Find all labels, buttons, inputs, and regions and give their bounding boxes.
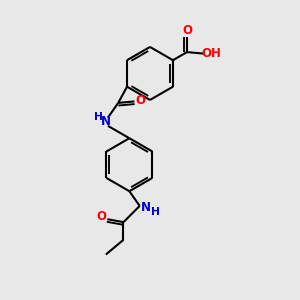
Text: OH: OH (202, 47, 221, 60)
Text: O: O (182, 24, 192, 38)
Text: N: N (141, 201, 151, 214)
Text: N: N (101, 115, 111, 128)
Text: O: O (96, 210, 106, 223)
Text: H: H (151, 207, 159, 218)
Text: O: O (135, 94, 145, 107)
Text: H: H (94, 112, 103, 122)
